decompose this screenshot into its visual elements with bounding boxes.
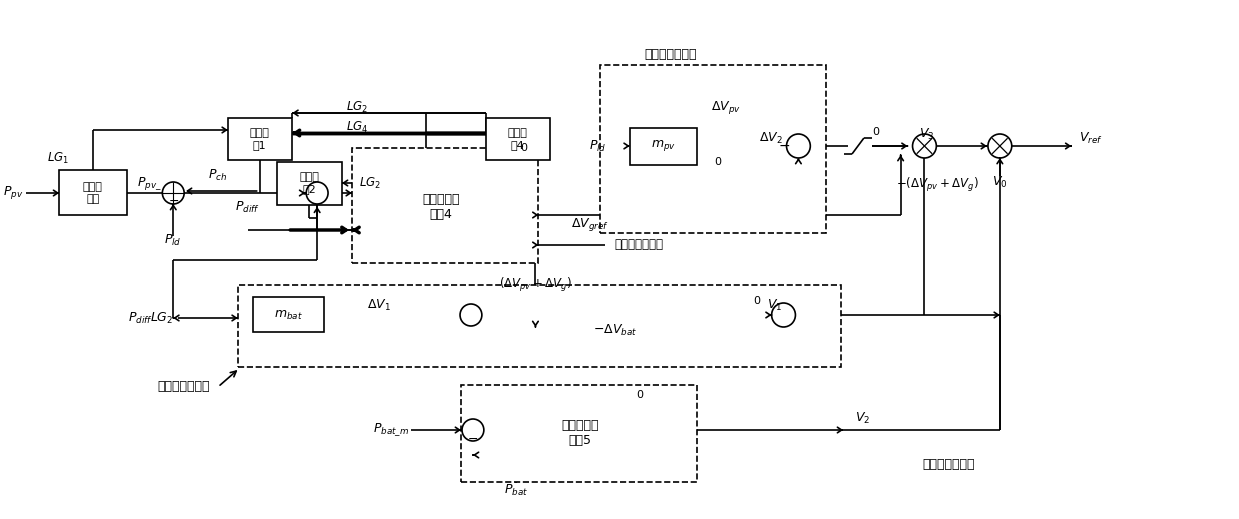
Text: −: −: [778, 139, 790, 153]
Text: 电池下垂控制器: 电池下垂控制器: [157, 380, 209, 393]
Text: $LG_1$: $LG_1$: [47, 151, 69, 166]
Bar: [352, 148, 539, 263]
Text: 封锁逻
辑4: 封锁逻 辑4: [508, 128, 528, 150]
Bar: [486, 118, 550, 160]
Bar: [253, 297, 325, 332]
Text: $LG_4$: $LG_4$: [346, 119, 368, 134]
Text: 封锁逻
辑2: 封锁逻 辑2: [300, 172, 320, 194]
Text: −: −: [169, 195, 180, 208]
Bar: [461, 385, 698, 482]
Text: $\Delta V_{pv}$: $\Delta V_{pv}$: [711, 100, 741, 116]
Text: $-\Delta V_{bat}$: $-\Delta V_{bat}$: [592, 322, 637, 337]
Text: $V_{ref}$: $V_{ref}$: [1079, 130, 1103, 145]
Text: −: −: [467, 432, 478, 445]
Text: $P_{ld}$: $P_{ld}$: [165, 233, 182, 248]
Text: $P_{pv\_}$: $P_{pv\_}$: [136, 175, 161, 193]
Text: $P_{ld}$: $P_{ld}$: [590, 139, 607, 154]
Text: $V_2$: $V_2$: [855, 411, 870, 426]
Bar: [629, 128, 698, 165]
Text: $V_0$: $V_0$: [992, 174, 1007, 189]
Bar: [59, 170, 126, 215]
Text: $P_{diff}$: $P_{diff}$: [235, 199, 260, 214]
Bar: [228, 118, 292, 160]
Text: 封锁逻
辑1: 封锁逻 辑1: [249, 128, 270, 150]
Text: 比例积分控
制器5: 比例积分控 制器5: [561, 419, 598, 447]
Text: $-(\Delta V_{pv}+\Delta V_g)$: $-(\Delta V_{pv}+\Delta V_g)$: [896, 176, 979, 194]
Text: $\Delta V_{gref}$: $\Delta V_{gref}$: [571, 216, 608, 234]
Bar: [238, 285, 841, 367]
Bar: [278, 162, 342, 205]
Text: $m_{bat}$: $m_{bat}$: [274, 308, 302, 322]
Text: 保持或
直通: 保持或 直通: [83, 182, 103, 204]
Text: 0: 0: [715, 157, 721, 167]
Bar: [600, 65, 826, 233]
Text: $m_{pv}$: $m_{pv}$: [650, 139, 676, 154]
Text: 光伏下垂控制器: 光伏下垂控制器: [644, 48, 698, 61]
Text: $LG_2$: $LG_2$: [359, 175, 380, 190]
Text: $P_{pv}$: $P_{pv}$: [2, 184, 24, 201]
Text: 电池功率限制器: 电池功率限制器: [923, 458, 975, 471]
Text: $P_{bat\_m}$: $P_{bat\_m}$: [373, 421, 409, 439]
Text: 0: 0: [753, 296, 760, 306]
Text: 0: 0: [520, 143, 528, 153]
Text: $P_{diff}LG_2$: $P_{diff}LG_2$: [128, 310, 173, 325]
Text: 0: 0: [637, 390, 644, 400]
Text: $P_{ch}$: $P_{ch}$: [208, 168, 228, 183]
Text: $\Delta V_1$: $\Delta V_1$: [367, 297, 390, 312]
Text: $LG_2$: $LG_2$: [346, 100, 368, 115]
Text: $V_3$: $V_3$: [919, 127, 935, 142]
Text: $\Delta V_2$: $\Delta V_2$: [758, 130, 783, 145]
Text: 0: 0: [872, 127, 878, 137]
Text: $(\Delta V_{pv}+\Delta V_g)$: $(\Delta V_{pv}+\Delta V_g)$: [499, 276, 572, 294]
Text: $V_1$: $V_1$: [767, 297, 782, 312]
Text: 比例积分控
制器4: 比例积分控 制器4: [422, 193, 460, 221]
Text: $P_{bat}$: $P_{bat}$: [503, 483, 528, 498]
Text: 并网功率限制器: 并网功率限制器: [615, 239, 664, 252]
